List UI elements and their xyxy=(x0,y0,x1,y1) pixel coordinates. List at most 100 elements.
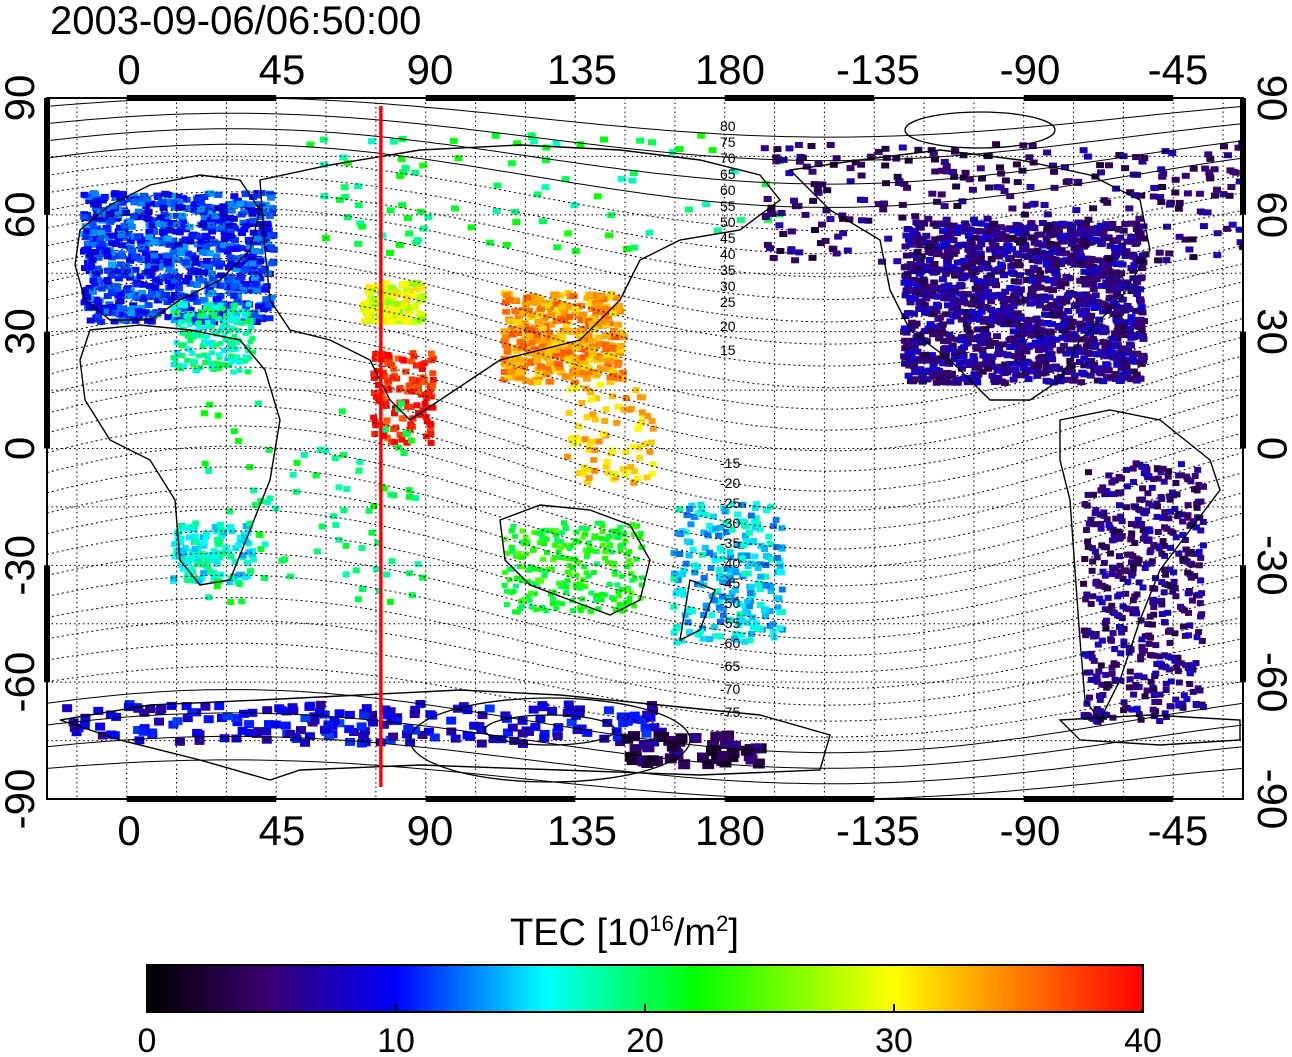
tec-patch xyxy=(172,359,179,365)
tec-patch xyxy=(573,582,580,588)
tec-patch xyxy=(1098,239,1106,246)
tec-patch xyxy=(839,230,848,237)
tec-patch xyxy=(626,599,633,605)
tec-patch xyxy=(96,235,105,241)
tec-patch xyxy=(174,281,183,288)
tec-patch xyxy=(716,545,724,552)
tec-patch xyxy=(126,238,135,245)
tec-patch xyxy=(372,350,380,357)
tec-patch xyxy=(193,550,201,557)
tec-patch xyxy=(191,533,199,540)
tec-patch xyxy=(1125,205,1134,212)
tec-patch xyxy=(944,222,953,229)
tec-patch xyxy=(1110,491,1118,498)
tec-patch xyxy=(628,731,640,742)
tec-patch xyxy=(1148,484,1156,491)
tec-patch xyxy=(624,751,637,762)
tec-patch xyxy=(1154,529,1162,535)
tec-patch xyxy=(1014,348,1023,355)
tec-patch xyxy=(201,460,209,467)
tec-patch xyxy=(502,292,511,299)
tec-patch xyxy=(984,265,993,272)
tec-patch xyxy=(384,377,391,384)
tec-patch xyxy=(1198,611,1206,618)
tec-patch xyxy=(1174,654,1182,661)
tec-patch xyxy=(576,328,585,334)
tec-patch xyxy=(991,292,1000,299)
tec-patch xyxy=(170,291,179,298)
tec-patch xyxy=(996,233,1005,240)
tec-patch xyxy=(763,507,771,514)
tec-patch xyxy=(750,743,763,754)
tec-patch xyxy=(1141,647,1149,654)
tec-patch xyxy=(1093,304,1102,310)
tec-patch xyxy=(997,268,1006,275)
tec-patch xyxy=(1014,250,1023,257)
tec-patch xyxy=(638,739,651,750)
tec-patch xyxy=(146,282,155,289)
tec-patch xyxy=(719,593,726,600)
tec-patch xyxy=(200,214,209,221)
tec-patch xyxy=(953,348,962,355)
tec-patch xyxy=(624,564,631,570)
tec-patch xyxy=(184,274,193,281)
tec-patch xyxy=(1093,257,1102,264)
tec-patch xyxy=(319,136,328,143)
tec-patch xyxy=(773,594,781,601)
tec-patch xyxy=(1021,328,1030,335)
tec-patch xyxy=(379,369,387,376)
tec-patch xyxy=(585,573,592,579)
tec-patch xyxy=(716,618,724,625)
tec-patch xyxy=(1008,205,1017,212)
tec-patch xyxy=(1189,165,1198,172)
tec-patch xyxy=(449,137,458,144)
tec-patch xyxy=(124,231,133,237)
tec-patch xyxy=(398,202,407,209)
tec-patch xyxy=(1091,548,1099,555)
tec-patch xyxy=(1060,317,1069,324)
tec-patch xyxy=(622,395,630,402)
tec-patch xyxy=(1091,173,1100,180)
tec-patch xyxy=(589,411,597,418)
tec-patch xyxy=(477,711,488,720)
tec-patch xyxy=(97,731,108,740)
tec-patch xyxy=(252,235,261,242)
tec-patch xyxy=(1197,554,1205,561)
tec-patch xyxy=(1124,578,1132,585)
tec-patch xyxy=(551,291,560,298)
tec-patch xyxy=(1028,368,1037,375)
tec-patch xyxy=(1025,154,1034,161)
tec-patch xyxy=(174,241,183,248)
tec-patch xyxy=(1074,246,1083,253)
tec-patch xyxy=(260,286,269,293)
tec-patch xyxy=(244,720,255,729)
tec-patch xyxy=(163,259,172,266)
tec-patch xyxy=(519,603,526,609)
tec-patch xyxy=(1179,704,1187,711)
tec-patch xyxy=(144,208,153,215)
tec-patch xyxy=(686,505,694,512)
tec-patch xyxy=(1115,473,1123,480)
tec-patch xyxy=(238,598,246,605)
tec-patch xyxy=(217,571,225,578)
tec-patch xyxy=(338,408,346,415)
tec-patch xyxy=(508,528,515,534)
tec-patch xyxy=(707,565,715,571)
tec-patch xyxy=(1127,233,1136,240)
tec-patch xyxy=(234,255,243,262)
tec-patch xyxy=(309,712,320,721)
tec-patch xyxy=(232,266,241,272)
tec-patch xyxy=(1103,362,1112,369)
tec-patch xyxy=(946,335,955,342)
tec-patch xyxy=(88,288,97,295)
tec-patch xyxy=(94,313,103,320)
tec-patch xyxy=(1132,331,1140,338)
tec-patch xyxy=(187,338,194,344)
tec-patch xyxy=(1027,234,1036,241)
tec-patch xyxy=(801,211,810,218)
tec-patch xyxy=(252,287,261,294)
tec-patch xyxy=(97,240,106,247)
tec-patch xyxy=(239,709,249,718)
tec-patch xyxy=(501,333,510,340)
tec-patch xyxy=(250,309,259,316)
